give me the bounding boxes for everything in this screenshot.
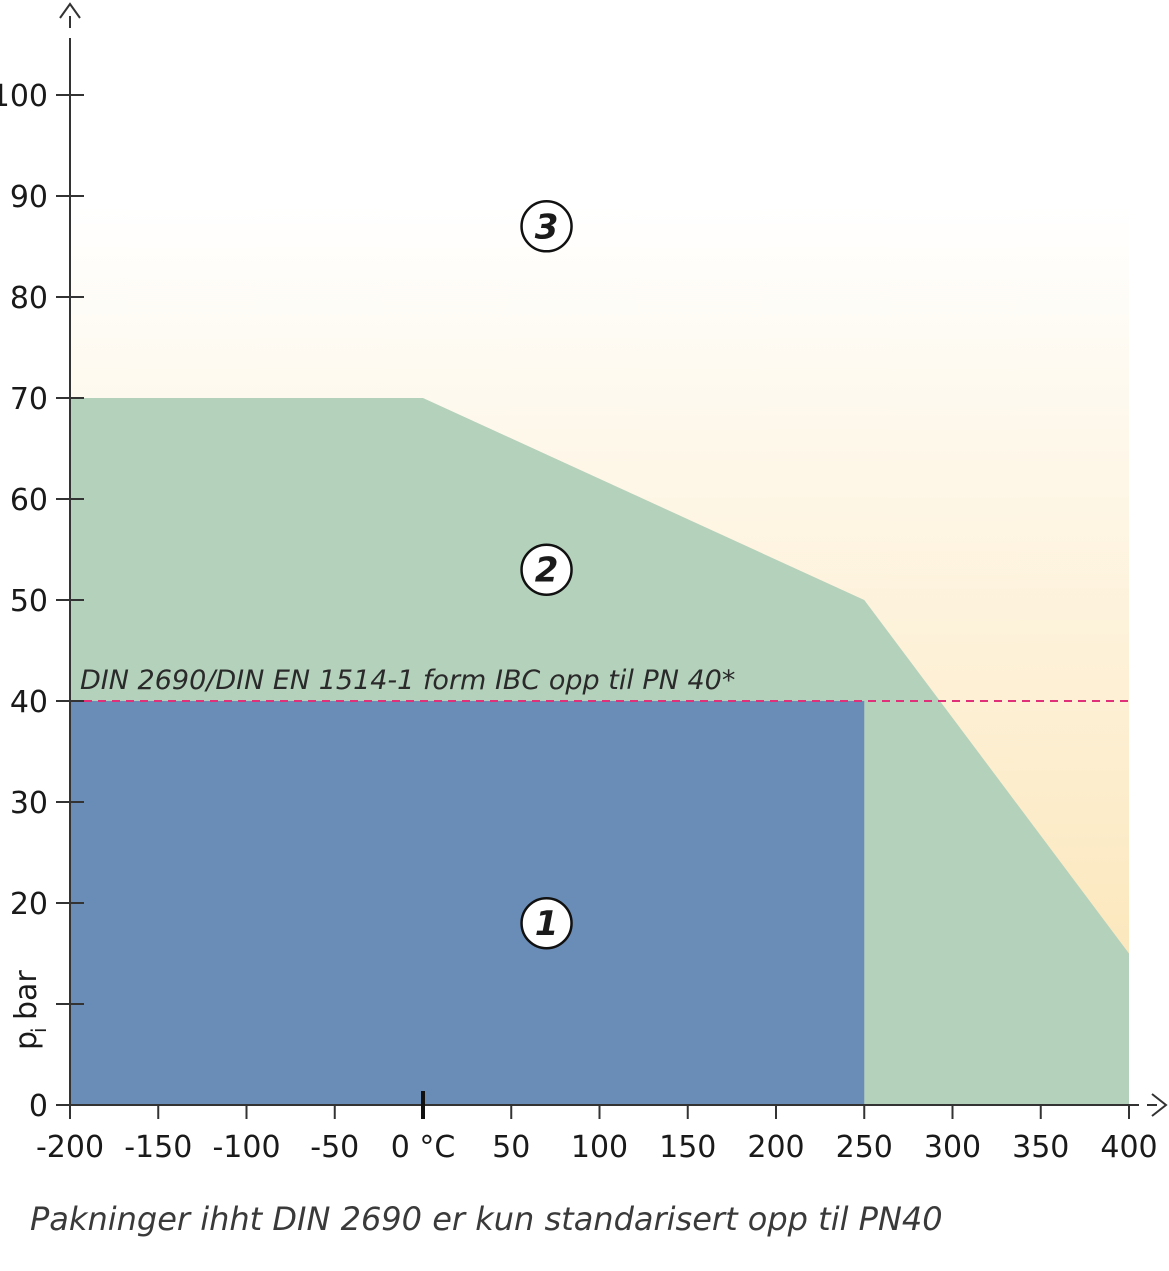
zone-label-2: 2 <box>520 543 573 596</box>
x-tick-label: -200 <box>36 1130 104 1165</box>
zone-label-text: 1 <box>535 904 559 944</box>
x-tick-label: 300 <box>924 1130 981 1165</box>
x-tick-label: -150 <box>124 1130 192 1165</box>
y-axis-label-subscript: i <box>27 1027 51 1033</box>
x-tick-label: 250 <box>836 1130 893 1165</box>
y-tick-label: 30 <box>10 786 48 821</box>
x-tick-label: -100 <box>212 1130 280 1165</box>
y-axis-label-unit: bar <box>9 970 44 1020</box>
y-tick-label: 60 <box>10 483 48 518</box>
y-tick-label: 70 <box>10 382 48 417</box>
y-tick-label: 50 <box>10 584 48 619</box>
x-axis-arrow <box>1151 1093 1168 1117</box>
regions-layer <box>70 206 1129 1106</box>
x-tick-label: -50 <box>310 1130 359 1165</box>
x-tick-label: 100 <box>571 1130 628 1165</box>
zone-label-circle <box>520 543 573 596</box>
y-tick-label: 90 <box>10 180 48 215</box>
y-tick-label: 80 <box>10 281 48 316</box>
zone-label-1: 1 <box>520 896 573 950</box>
x-tick-label: 400 <box>1100 1130 1157 1165</box>
x-tick-label: 150 <box>659 1130 716 1165</box>
pressure-temperature-chart: DIN 2690/DIN EN 1514-1 form IBC opp til … <box>0 2 1168 1165</box>
reference-line-label: DIN 2690/DIN EN 1514-1 form IBC opp til … <box>80 665 735 696</box>
axes-layer: 0 20 30 40 50 60 70 80 90 100 -200 -150 -100 -50 0 °C 5… <box>0 2 1168 1165</box>
zone-label-circle <box>520 896 573 950</box>
x-tick-label: 200 <box>747 1130 804 1165</box>
zone-label-3: 3 <box>520 200 573 253</box>
y-tick-label: 100 <box>0 79 48 114</box>
x-tick-label: 350 <box>1012 1130 1069 1165</box>
zone-label-circle <box>520 200 573 253</box>
y-tick-label: 0 <box>29 1089 48 1124</box>
footnote: Pakninger ihht DIN 2690 er kun standaris… <box>30 1200 943 1238</box>
y-axis-arrow <box>59 2 81 19</box>
zone-label-text: 2 <box>535 551 559 591</box>
zone-labels-layer: 3 2 1 <box>520 200 573 950</box>
zone-label-text: 3 <box>535 207 559 247</box>
x-tick-label: 50 <box>492 1130 530 1165</box>
y-tick-label: 20 <box>10 887 48 922</box>
x-tick-label: 0 °C <box>391 1130 456 1165</box>
region-1 <box>70 701 865 1105</box>
y-tick-label: 40 <box>10 685 48 720</box>
reference-line-layer: DIN 2690/DIN EN 1514-1 form IBC opp til … <box>56 665 1129 702</box>
y-axis-label: p i bar <box>9 970 51 1050</box>
y-axis-label-symbol: p <box>9 1031 44 1050</box>
